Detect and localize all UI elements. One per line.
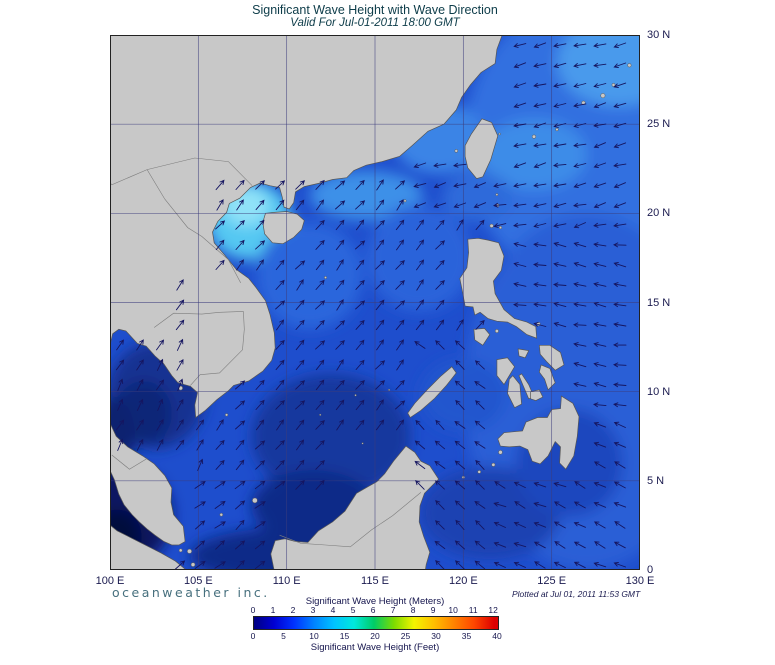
legend-tick-label: 10 <box>309 631 319 641</box>
land-masses <box>110 35 632 570</box>
chart-subtitle: Valid For Jul-01-2011 18:00 GMT <box>290 17 460 29</box>
legend-tick-label: 2 <box>290 605 296 615</box>
legend-tick-label: 1 <box>270 605 276 615</box>
lon-tick-label: 105 E <box>183 575 213 587</box>
lat-tick-label: 5 N <box>647 474 665 487</box>
wave-direction-arrows <box>115 42 627 570</box>
plotted-timestamp: Plotted at Jul 01, 2011 11:53 GMT <box>512 589 641 599</box>
legend-tick-label: 25 <box>400 631 411 641</box>
legend-tick-label: 5 <box>350 605 356 615</box>
legend-tick-label: 40 <box>492 631 502 641</box>
graticule <box>110 35 640 570</box>
lon-tick-label: 125 E <box>537 575 567 587</box>
lon-tick-label: 130 E <box>625 575 655 587</box>
legend-tick-label: 10 <box>448 605 458 615</box>
lon-tick-label: 110 E <box>272 575 301 587</box>
lon-tick-label: 100 E <box>95 575 125 587</box>
legend-tick-label: 4 <box>330 605 336 615</box>
oceanweather-logo: oceanweather inc. <box>112 585 270 600</box>
map-frame <box>110 35 640 570</box>
lat-tick-label: 20 N <box>647 207 671 220</box>
legend-meters-label: Significant Wave Height (Meters) <box>305 596 445 607</box>
lat-tick-label: 10 N <box>647 385 671 398</box>
legend-tick-label: 0 <box>250 631 256 641</box>
legend-tick-label: 3 <box>310 605 316 615</box>
lat-tick-label: 0 <box>647 564 654 576</box>
legend-tick-label: 30 <box>431 631 441 641</box>
lat-tick-label: 30 N <box>647 29 671 41</box>
lat-tick-label: 15 N <box>647 296 671 309</box>
legend-tick-label: 7 <box>390 605 396 615</box>
legend-tick-label: 0 <box>250 605 256 615</box>
legend-tick-label: 5 <box>281 631 286 641</box>
legend-tick-label: 12 <box>488 605 498 615</box>
chart-title: Significant Wave Height with Wave Direct… <box>252 3 498 17</box>
legend-tick-label: 9 <box>430 605 436 615</box>
legend-colorbar <box>253 616 499 630</box>
legend-tick-label: 35 <box>461 631 472 641</box>
wave-height-map <box>110 35 640 570</box>
legend-tick-label: 8 <box>410 605 416 615</box>
lon-tick-label: 120 E <box>448 575 478 587</box>
lat-tick-label: 25 N <box>647 118 671 131</box>
legend-tick-label: 15 <box>339 631 350 641</box>
legend-tick-label: 6 <box>370 605 376 615</box>
map-border <box>110 35 640 570</box>
legend-tick-label: 20 <box>370 631 380 641</box>
lon-tick-label: 115 E <box>361 575 389 587</box>
legend-tick-label: 11 <box>468 605 478 615</box>
legend-feet-label: Significant Wave Height (Feet) <box>310 642 440 653</box>
